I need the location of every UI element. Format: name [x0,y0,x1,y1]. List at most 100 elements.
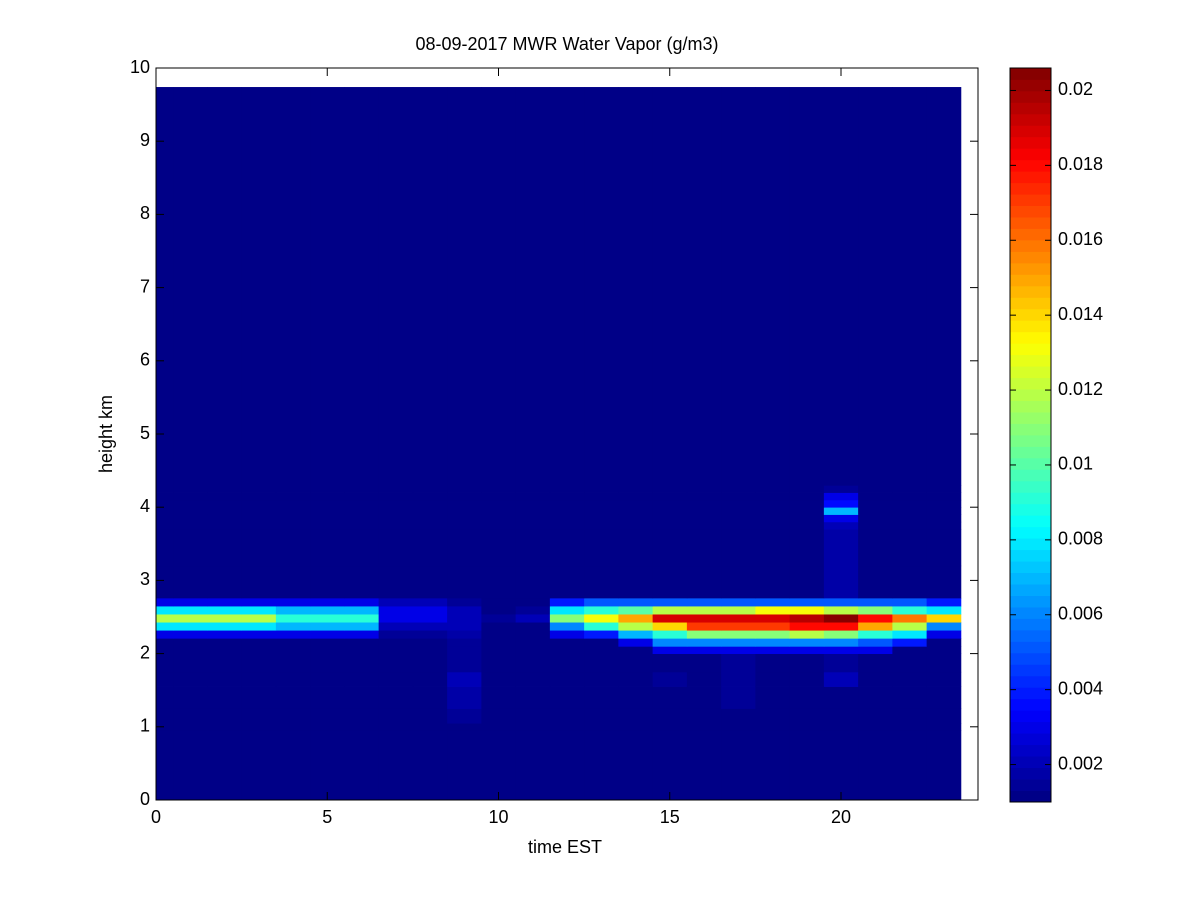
heatmap-cell [310,723,345,731]
heatmap-cell [584,638,619,647]
heatmap-cell [892,622,928,631]
heatmap-cell [584,606,619,615]
heatmap-cell [378,730,414,801]
heatmap-cell [823,507,859,515]
heatmap-cell [241,671,277,687]
colorbar-swatch [1010,526,1051,539]
heatmap-cell [549,614,585,623]
heatmap-cell [584,499,619,508]
heatmap-cell [892,646,928,654]
heatmap-cell [858,485,893,493]
heatmap-cell [241,730,277,801]
heatmap-cell [926,565,962,599]
heatmap-cell [378,653,414,673]
heatmap-cell [412,87,448,486]
heatmap-cell [481,686,517,709]
heatmap-cell [892,614,928,623]
heatmap-cell [892,499,928,508]
heatmap-cell [823,514,859,523]
heatmap-cell [241,492,277,501]
heatmap-cell [447,521,482,530]
heatmap-cell [755,708,791,724]
heatmap-cell [789,614,825,623]
heatmap-cell [412,597,448,607]
heatmap-cell [755,730,791,801]
heatmap-cell [584,507,619,515]
heatmap-cell [926,499,962,508]
heatmap-cell [686,614,722,623]
heatmap-cell [755,514,791,523]
heatmap-cell [892,485,928,493]
heatmap-cell [686,606,722,615]
heatmap-cell [549,671,585,687]
heatmap-cell [755,638,791,647]
heatmap-cell [789,671,825,687]
heatmap-cell [515,597,551,607]
heatmap-cell [207,622,243,631]
heatmap-cell [549,499,585,508]
heatmap-cell [275,507,311,515]
colorbar-swatch [1010,687,1051,700]
heatmap-cell [789,630,825,639]
heatmap-cell [618,492,654,501]
heatmap-cell [173,671,208,687]
heatmap-cell [515,686,551,709]
heatmap-cell [275,638,311,647]
heatmap-cell [515,521,551,530]
heatmap-cell [275,614,311,623]
heatmap-cell [207,597,243,607]
colorbar-swatch [1010,331,1051,344]
colorbar-swatch [1010,343,1051,356]
heatmap-cell [378,87,414,486]
colorbar-swatch [1010,125,1051,138]
heatmap-cell [926,622,962,631]
heatmap-cell [207,492,243,501]
heatmap-cell [858,646,893,654]
heatmap-cell [481,514,517,523]
colorbar-swatch [1010,148,1051,161]
heatmap-cell [447,514,482,523]
heatmap-cell [156,622,174,631]
heatmap-cell [344,507,380,515]
heatmap [156,87,962,801]
heatmap-cell [481,507,517,515]
colorbar-swatch [1010,377,1051,390]
heatmap-cell [789,606,825,615]
heatmap-cell [584,521,619,530]
heatmap-cell [156,723,174,731]
heatmap-cell [412,614,448,623]
heatmap-cell [173,529,208,567]
heatmap-cell [207,521,243,530]
heatmap-cell [823,492,859,501]
heatmap-cell [447,485,482,493]
heatmap-cell [721,485,756,493]
heatmap-cell [481,730,517,801]
heatmap-cell [755,521,791,530]
heatmap-cell [481,723,517,731]
heatmap-cell [412,606,448,615]
heatmap-cell [156,521,174,530]
colorbar-swatch [1010,182,1051,195]
heatmap-cell [652,638,688,647]
heatmap-cell [721,730,756,801]
colorbar-swatch [1010,389,1051,401]
heatmap-cell [584,622,619,631]
heatmap-cell [789,529,825,567]
heatmap-cell [686,622,722,631]
heatmap-cell [156,686,174,709]
heatmap-cell [549,87,585,486]
heatmap-cell [207,646,243,654]
heatmap-cell [823,708,859,724]
heatmap-cell [755,492,791,501]
heatmap-cell [241,723,277,731]
heatmap-cell [549,514,585,523]
heatmap-cell [344,606,380,615]
heatmap-cell [156,646,174,654]
colorbar-swatch [1010,779,1051,791]
heatmap-cell [173,723,208,731]
heatmap-cell [721,606,756,615]
heatmap-cell [481,708,517,724]
heatmap-cell [241,521,277,530]
heatmap-cell [823,646,859,654]
heatmap-cell [481,606,517,615]
